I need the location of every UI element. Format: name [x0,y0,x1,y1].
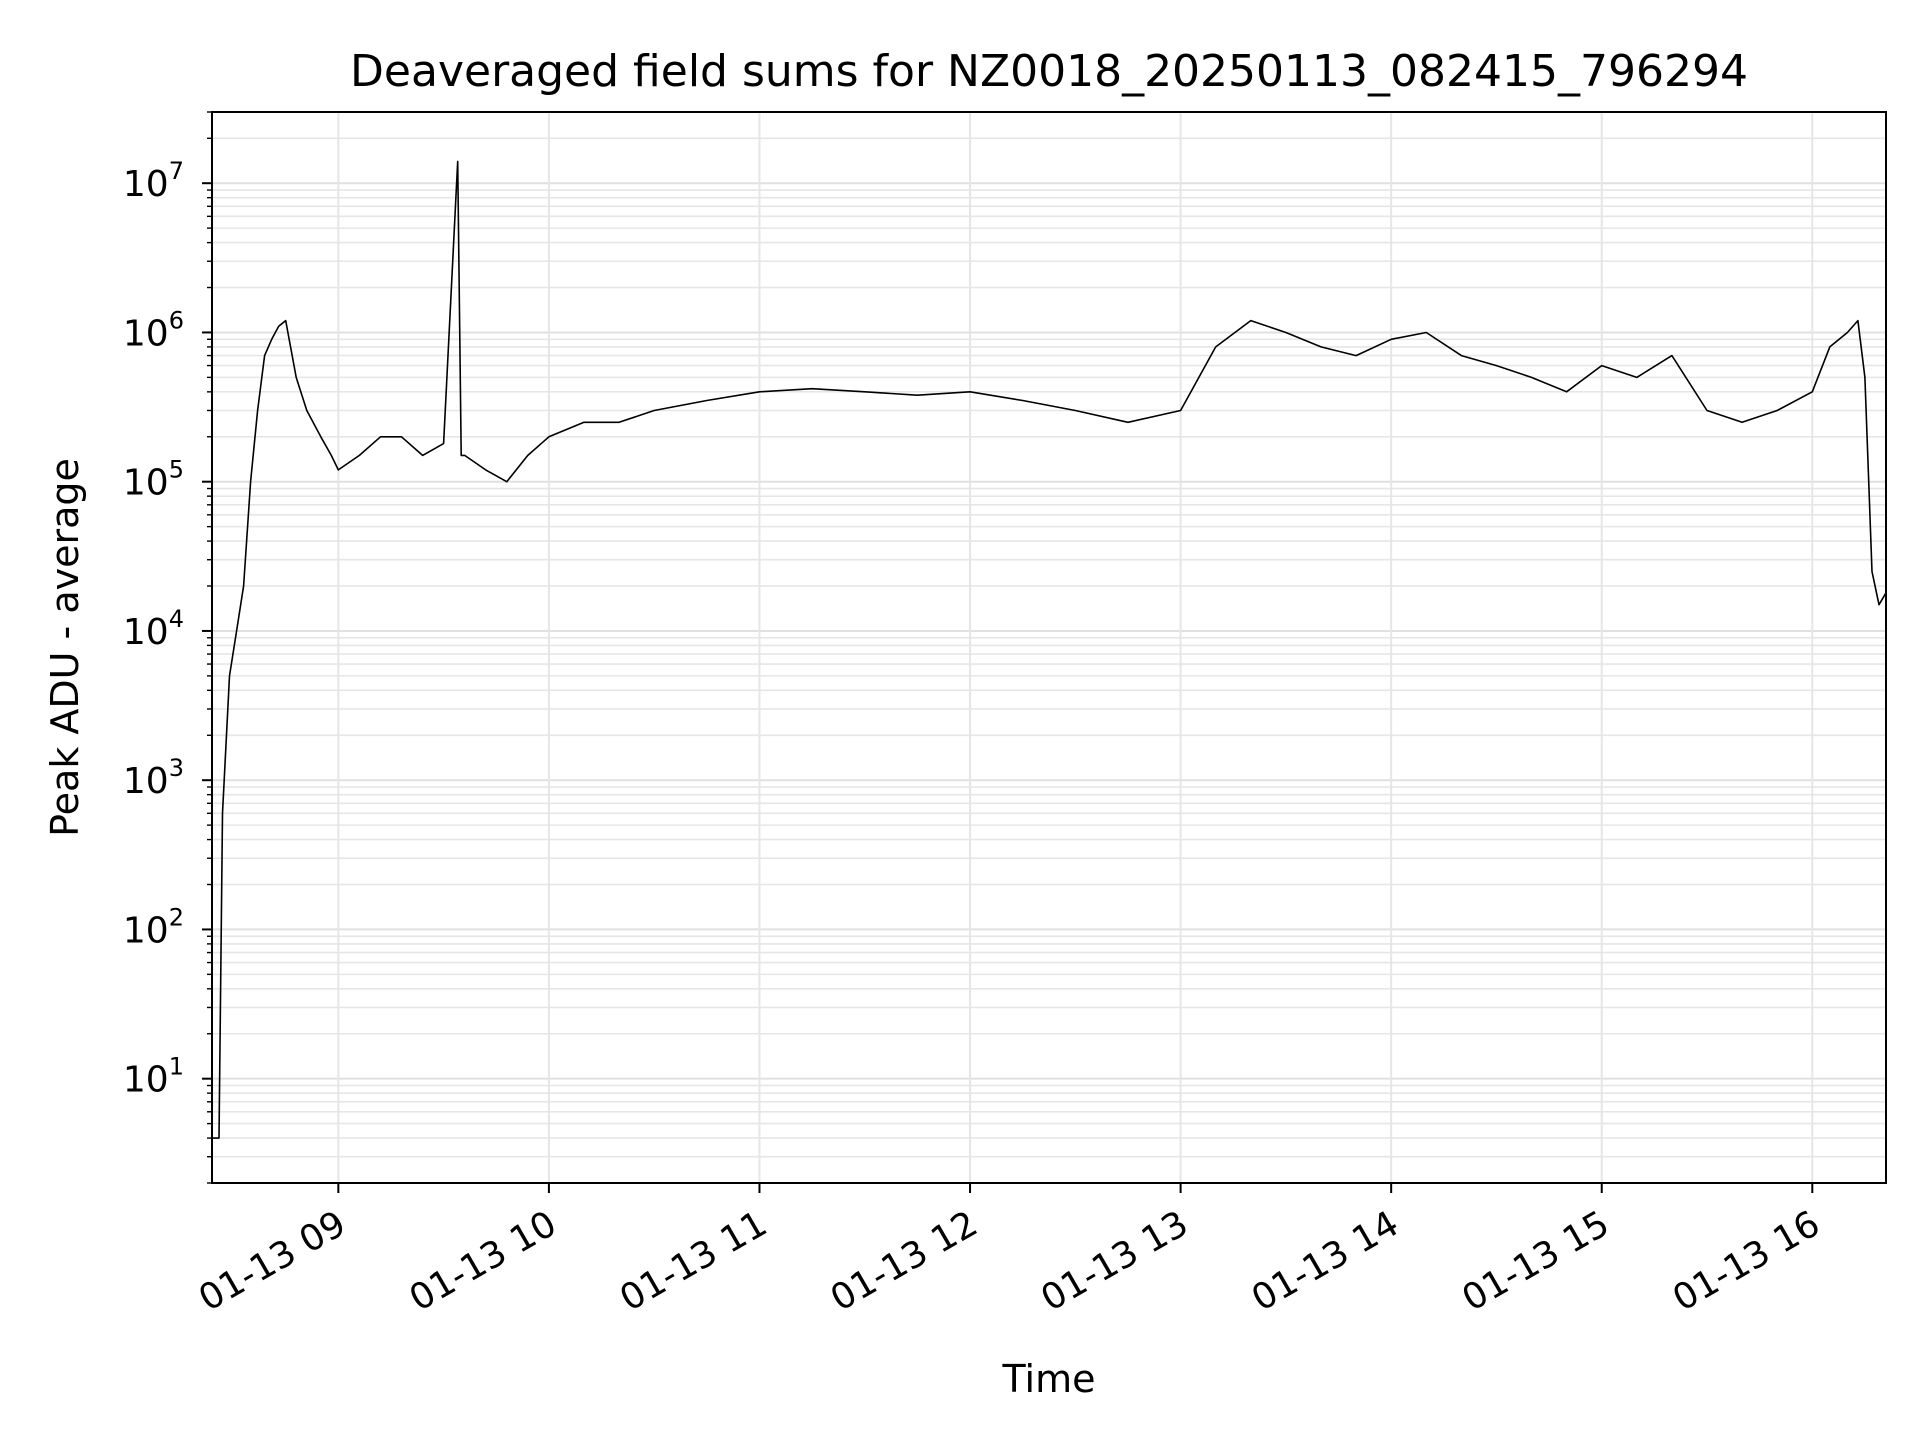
y-tick-label: 106 [123,306,184,354]
plot-frame [211,111,1887,1184]
y-tick-label: 101 [123,1053,184,1101]
x-tick-label: 01-13 14 [1245,1203,1406,1319]
x-tick-label: 01-13 13 [1034,1203,1195,1319]
x-tick-label: 01-13 12 [824,1203,985,1319]
y-tick-label: 102 [123,903,184,951]
y-tick-label: 105 [123,456,184,504]
x-tick-label: 01-13 16 [1666,1203,1827,1319]
y-tick-label: 104 [123,605,184,653]
x-axis: 01-13 09 01-13 10 01-13 11 01-13 12 01-13 13… [192,1183,1827,1320]
series-line [212,160,1887,1139]
y-tick-label: 107 [123,157,184,205]
y-axis-label: Peak ADU - average [43,458,87,837]
y-tick-label: 103 [123,754,184,802]
series-layer [212,160,1887,1139]
x-tick-label: 01-13 11 [613,1203,774,1319]
chart-title: Deaveraged field sums for NZ0018_2025011… [350,46,1748,97]
y-axis: 101 102 103 104 105 106 107 [123,111,212,1184]
x-axis-label: Time [1002,1357,1096,1401]
x-tick-label: 01-13 09 [192,1203,353,1319]
grid [212,111,1886,1184]
x-tick-label: 01-13 10 [403,1203,564,1319]
x-tick-label: 01-13 15 [1456,1203,1617,1319]
